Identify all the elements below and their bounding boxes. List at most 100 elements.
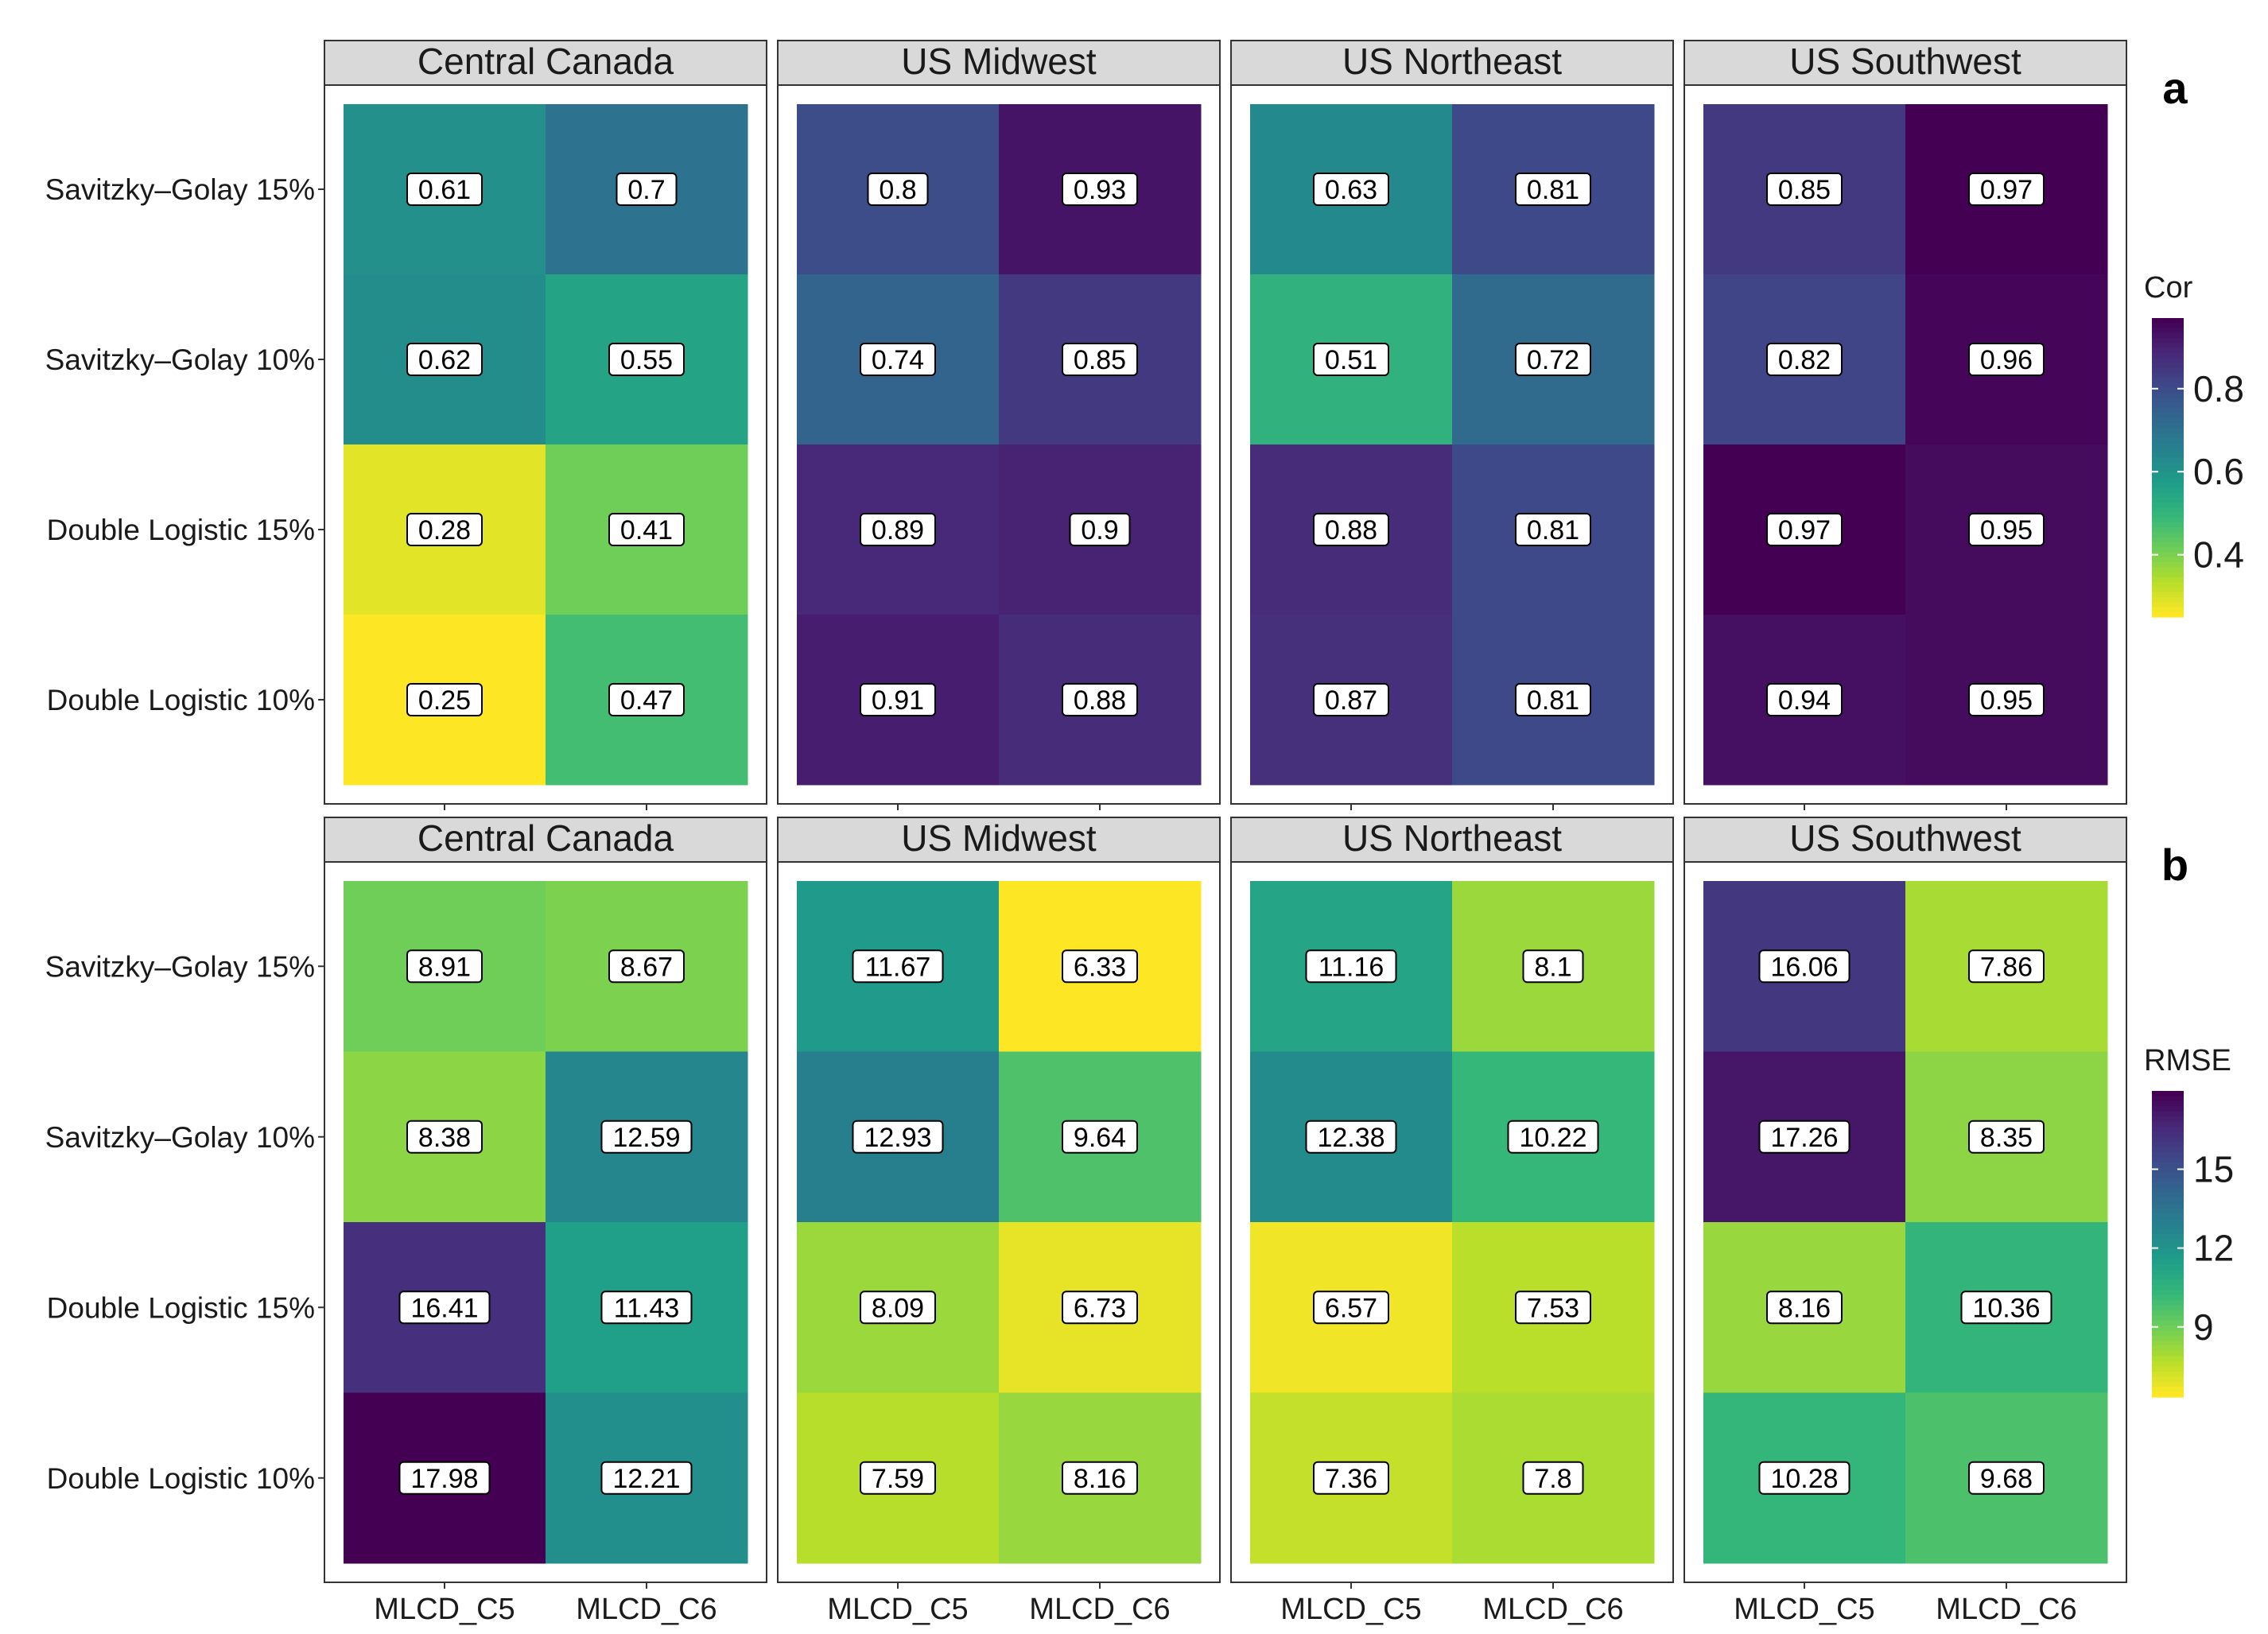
- facet-strip: [777, 817, 1221, 863]
- facet: Central Canada 0.61 0.7 0.62 0.55 0.28 0.41 0.2…: [324, 40, 767, 810]
- cell-label-box: [1968, 949, 2045, 984]
- legend-tick-label: 15: [2193, 1148, 2234, 1190]
- legend-gradient-step: [2152, 562, 2184, 568]
- cell-label-box: [1062, 949, 1138, 984]
- legend-gradient-step: [2152, 1294, 2184, 1301]
- cell-value-label: 0.8: [879, 175, 916, 205]
- cell-value-label: 7.53: [1527, 1293, 1579, 1323]
- cell-value-label: 6.73: [1074, 1293, 1126, 1323]
- cell-value-label: 0.88: [1074, 685, 1126, 716]
- cell-label-box: [1062, 1461, 1138, 1495]
- cell-label-box: [1766, 343, 1843, 376]
- cell-label-box: [1515, 343, 1591, 376]
- legend-gradient-step: [2152, 492, 2184, 499]
- legend-gradient-step: [2152, 567, 2184, 573]
- legend-gradient-step: [2152, 1136, 2184, 1143]
- cell-value-label: 0.62: [418, 345, 471, 375]
- legend-gradient-step: [2152, 557, 2184, 563]
- facet-title: US Northeast: [1342, 817, 1562, 859]
- legend-gradient-step: [2152, 607, 2184, 613]
- cell-value-label: 10.36: [1972, 1293, 2040, 1323]
- legend-gradient-step: [2152, 1391, 2184, 1398]
- legend-gradient-step: [2152, 602, 2184, 608]
- legend-gradient-step: [2152, 1152, 2184, 1159]
- cell-value-label: 0.28: [418, 515, 471, 545]
- facet-strip: [324, 40, 767, 86]
- legend-gradient-step: [2152, 332, 2184, 339]
- facet-title: Central Canada: [417, 41, 674, 82]
- cell-value-label: 6.33: [1074, 952, 1126, 982]
- legend-gradient-step: [2152, 417, 2184, 424]
- facet: Central Canada 8.91 8.67 8.38 12.59 16.41 11.4…: [324, 817, 767, 1626]
- cell-value-label: 8.16: [1074, 1464, 1126, 1494]
- cell-value-label: 0.55: [620, 345, 673, 375]
- legend-title: RMSE: [2144, 1044, 2231, 1077]
- legend-gradient-step: [2152, 1111, 2184, 1117]
- legend-gradient-step: [2152, 497, 2184, 503]
- cell-label-box: [1313, 683, 1389, 716]
- legend-gradient-step: [2152, 427, 2184, 433]
- cell-label-box: [1968, 683, 2045, 716]
- cell-value-label: 0.81: [1527, 175, 1579, 205]
- legend-gradient-step: [2152, 437, 2184, 444]
- legend-gradient-step: [2152, 413, 2184, 418]
- cell-value-label: 0.95: [1980, 685, 2033, 716]
- cell-label-box: [1313, 173, 1389, 206]
- legend-gradient-step: [2152, 1315, 2184, 1322]
- facet: US Southwest 16.06 7.86 17.26 8.35 8.16 10.36 1…: [1684, 817, 2127, 1626]
- y-tick-label: Double Logistic 10%: [47, 684, 315, 716]
- legend-gradient-step: [2152, 1142, 2184, 1148]
- cell-value-label: 7.8: [1534, 1464, 1571, 1494]
- facet-title: US Southwest: [1789, 817, 2021, 859]
- cell-value-label: 0.41: [620, 515, 673, 545]
- legend-gradient-step: [2152, 477, 2184, 483]
- cell-label-box: [860, 343, 936, 376]
- legend-gradient-step: [2152, 318, 2184, 324]
- legend-gradient-step: [2152, 1187, 2184, 1193]
- cell-value-label: 0.81: [1527, 685, 1579, 716]
- legend-gradient-step: [2152, 507, 2184, 513]
- legend-gradient-step: [2152, 378, 2184, 384]
- legend-gradient-step: [2152, 452, 2184, 459]
- legend-gradient-step: [2152, 1126, 2184, 1132]
- cell-value-label: 0.7: [627, 175, 665, 205]
- legend-gradient-step: [2152, 1091, 2184, 1097]
- legend-gradient-step: [2152, 572, 2184, 578]
- cell-label-box: [867, 173, 929, 206]
- legend-gradient-step: [2152, 1351, 2184, 1357]
- y-tick-label: Savitzky–Golay 15%: [45, 950, 315, 983]
- legend-gradient-step: [2152, 343, 2184, 349]
- cell-value-label: 0.87: [1325, 685, 1377, 716]
- x-tick-label: MLCD_C6: [1029, 1593, 1170, 1626]
- cell-value-label: 0.85: [1778, 175, 1831, 205]
- legend-gradient-step: [2152, 1203, 2184, 1209]
- x-tick-label: MLCD_C5: [1734, 1593, 1874, 1626]
- cell-label-box: [1968, 173, 2045, 206]
- legend-gradient-step: [2152, 402, 2184, 409]
- facet: US Midwest 0.8 0.93 0.74 0.85 0.89 0.9 0.91 0.88: [777, 40, 1221, 810]
- cell-value-label: 11.43: [614, 1293, 680, 1323]
- legend-gradient-step: [2152, 1223, 2184, 1229]
- legend-gradient-step: [2152, 1131, 2184, 1138]
- cell-label-box: [860, 683, 936, 716]
- cell-label-box: [860, 1461, 936, 1495]
- cell-value-label: 11.67: [865, 952, 931, 982]
- legend-gradient-step: [2152, 363, 2184, 369]
- cell-value-label: 9.64: [1074, 1123, 1126, 1153]
- cell-value-label: 12.38: [1317, 1123, 1384, 1153]
- cell-label-box: [600, 1461, 693, 1495]
- cell-label-box: [1515, 173, 1591, 206]
- cell-label-box: [1766, 1291, 1843, 1325]
- legend-gradient-step: [2152, 468, 2184, 473]
- legend-gradient-step: [2152, 1182, 2184, 1189]
- facet: US Southwest 0.85 0.97 0.82 0.96 0.97 0.95 0.94…: [1684, 40, 2127, 810]
- legend-gradient-step: [2152, 393, 2184, 398]
- legend-gradient-step: [2152, 407, 2184, 413]
- cell-label-box: [1758, 949, 1851, 984]
- cell-value-label: 0.85: [1074, 345, 1126, 375]
- cell-label-box: [860, 1291, 936, 1325]
- cell-value-label: 0.82: [1778, 345, 1831, 375]
- legend-gradient-step: [2152, 1376, 2184, 1383]
- legend-gradient-step: [2152, 1356, 2184, 1362]
- legend-gradient-step: [2152, 1290, 2184, 1296]
